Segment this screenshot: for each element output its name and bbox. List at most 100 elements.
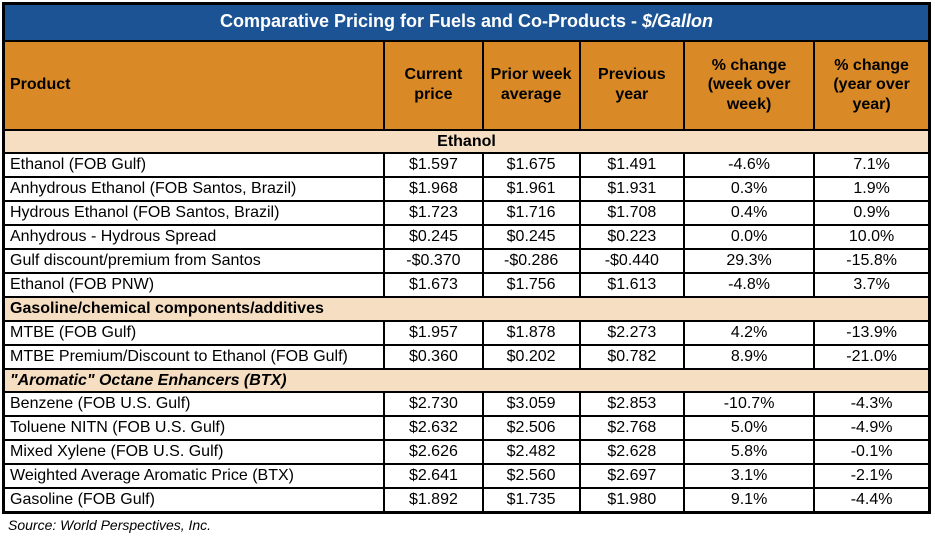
- value-cell: -2.1%: [813, 463, 931, 490]
- value-cell: $0.202: [481, 343, 581, 370]
- value-cell: $2.560: [481, 463, 581, 490]
- value-cell: -15.8%: [813, 248, 931, 275]
- column-header-previous-year: Previous year: [578, 39, 685, 131]
- section-header-row: Gasoline/chemical components/additives: [2, 296, 931, 322]
- value-cell: -$0.286: [481, 248, 581, 275]
- table-row: Weighted Average Aromatic Price (BTX) $2.…: [2, 463, 931, 490]
- column-header-prior-week-average: Prior week average: [481, 39, 581, 131]
- value-cell: $1.931: [578, 176, 685, 203]
- table-row: Toluene NITN (FOB U.S. Gulf) $2.632 $2.506…: [2, 415, 931, 442]
- table-row: Gulf discount/premium from Santos -$0.370…: [2, 248, 931, 275]
- value-cell: $1.878: [481, 319, 581, 346]
- value-cell: $0.245: [383, 224, 484, 251]
- value-cell: $1.613: [578, 272, 685, 299]
- value-cell: $0.782: [578, 343, 685, 370]
- value-cell: $1.968: [383, 176, 484, 203]
- value-cell: 0.4%: [682, 200, 816, 227]
- value-cell: -21.0%: [813, 343, 931, 370]
- value-cell: $1.597: [383, 152, 484, 179]
- value-cell: 3.7%: [813, 272, 931, 299]
- value-cell: -4.9%: [813, 415, 931, 442]
- value-cell: -13.9%: [813, 319, 931, 346]
- table-row: Anhydrous - Hydrous Spread $0.245 $0.245 $0…: [2, 224, 931, 251]
- product-cell: MTBE Premium/Discount to Ethanol (FOB Gu…: [2, 343, 386, 370]
- table-row: Mixed Xylene (FOB U.S. Gulf) $2.626 $2.482…: [2, 439, 931, 466]
- value-cell: 29.3%: [682, 248, 816, 275]
- column-header-row: Product Current price Prior week average…: [2, 39, 931, 131]
- value-cell: $2.273: [578, 319, 685, 346]
- product-cell: Gasoline (FOB Gulf): [2, 487, 386, 514]
- value-cell: $1.735: [481, 487, 581, 514]
- column-header-product: Product: [2, 39, 386, 131]
- value-cell: 5.8%: [682, 439, 816, 466]
- value-cell: $1.716: [481, 200, 581, 227]
- value-cell: $0.223: [578, 224, 685, 251]
- value-cell: $0.245: [481, 224, 581, 251]
- value-cell: $2.482: [481, 439, 581, 466]
- section-header-row: Ethanol: [2, 128, 931, 154]
- value-cell: $3.059: [481, 391, 581, 418]
- product-cell: Mixed Xylene (FOB U.S. Gulf): [2, 439, 386, 466]
- product-cell: Weighted Average Aromatic Price (BTX): [2, 463, 386, 490]
- value-cell: $1.756: [481, 272, 581, 299]
- value-cell: -4.6%: [682, 152, 816, 179]
- value-cell: $2.632: [383, 415, 484, 442]
- value-cell: $1.892: [383, 487, 484, 514]
- table-row: Benzene (FOB U.S. Gulf) $2.730 $3.059 $2.85…: [2, 391, 931, 418]
- value-cell: $2.853: [578, 391, 685, 418]
- section-header-row: "Aromatic" Octane Enhancers (BTX): [2, 367, 931, 394]
- value-cell: 4.2%: [682, 319, 816, 346]
- pricing-table: Comparative Pricing for Fuels and Co-Pro…: [2, 2, 931, 514]
- product-cell: Hydrous Ethanol (FOB Santos, Brazil): [2, 200, 386, 227]
- value-cell: $1.675: [481, 152, 581, 179]
- product-cell: Ethanol (FOB Gulf): [2, 152, 386, 179]
- value-cell: $1.673: [383, 272, 484, 299]
- value-cell: $2.730: [383, 391, 484, 418]
- product-cell: Anhydrous Ethanol (FOB Santos, Brazil): [2, 176, 386, 203]
- table-row: MTBE Premium/Discount to Ethanol (FOB Gu…: [2, 343, 931, 370]
- column-header-current-price: Current price: [383, 39, 484, 131]
- value-cell: 9.1%: [682, 487, 816, 514]
- value-cell: $2.506: [481, 415, 581, 442]
- column-header-pct-change-wow: % change (week over week): [682, 39, 816, 131]
- table-title-text: Comparative Pricing for Fuels and Co-Pro…: [219, 11, 643, 32]
- value-cell: $1.957: [383, 319, 484, 346]
- value-cell: $2.697: [578, 463, 685, 490]
- value-cell: -$0.440: [578, 248, 685, 275]
- table-title-unit: $/Gallon: [642, 11, 714, 32]
- source-note: Source: World Perspectives, Inc.: [8, 516, 212, 533]
- section-header-label: "Aromatic" Octane Enhancers (BTX): [2, 367, 931, 394]
- table-row: Hydrous Ethanol (FOB Santos, Brazil) $1.7…: [2, 200, 931, 227]
- value-cell: -4.3%: [813, 391, 931, 418]
- table-title: Comparative Pricing for Fuels and Co-Pro…: [2, 2, 931, 42]
- value-cell: $2.641: [383, 463, 484, 490]
- table-row: Anhydrous Ethanol (FOB Santos, Brazil) $1…: [2, 176, 931, 203]
- value-cell: $2.626: [383, 439, 484, 466]
- table-body: Ethanol Ethanol (FOB Gulf) $1.597 $1.675 $1.…: [2, 128, 931, 514]
- value-cell: $1.980: [578, 487, 685, 514]
- product-cell: Anhydrous - Hydrous Spread: [2, 224, 386, 251]
- value-cell: 5.0%: [682, 415, 816, 442]
- value-cell: $2.768: [578, 415, 685, 442]
- column-header-pct-change-yoy: % change (year over year): [813, 39, 931, 131]
- value-cell: -0.1%: [813, 439, 931, 466]
- value-cell: 8.9%: [682, 343, 816, 370]
- value-cell: -$0.370: [383, 248, 484, 275]
- value-cell: 1.9%: [813, 176, 931, 203]
- table-title-bar: Comparative Pricing for Fuels and Co-Pro…: [2, 2, 931, 42]
- section-header-label: Ethanol: [2, 128, 931, 154]
- table-row: MTBE (FOB Gulf) $1.957 $1.878 $2.273 4.2% -13…: [2, 319, 931, 346]
- value-cell: $1.961: [481, 176, 581, 203]
- value-cell: 10.0%: [813, 224, 931, 251]
- product-cell: Benzene (FOB U.S. Gulf): [2, 391, 386, 418]
- value-cell: $2.628: [578, 439, 685, 466]
- product-cell: MTBE (FOB Gulf): [2, 319, 386, 346]
- table-row: Ethanol (FOB Gulf) $1.597 $1.675 $1.491 -4.6…: [2, 152, 931, 179]
- value-cell: $0.360: [383, 343, 484, 370]
- table-row: Gasoline (FOB Gulf) $1.892 $1.735 $1.980 9.1…: [2, 487, 931, 514]
- table-row: Ethanol (FOB PNW) $1.673 $1.756 $1.613 -4.8%…: [2, 272, 931, 299]
- value-cell: -4.8%: [682, 272, 816, 299]
- value-cell: 3.1%: [682, 463, 816, 490]
- value-cell: 0.3%: [682, 176, 816, 203]
